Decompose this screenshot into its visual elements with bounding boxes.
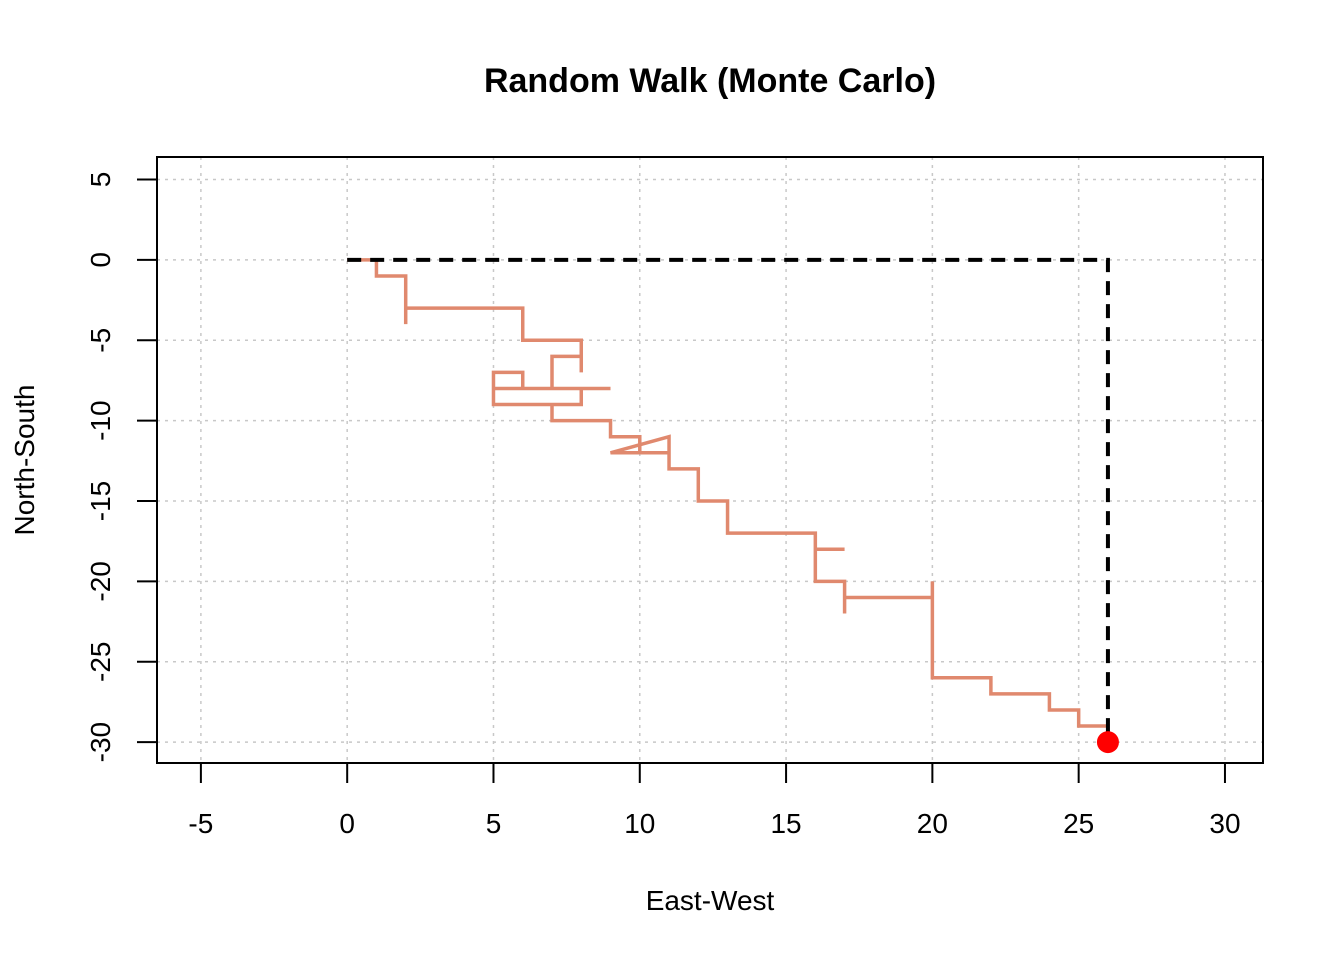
x-tick-label-6: 25: [1063, 808, 1094, 839]
y-tick-label-1: 0: [85, 252, 116, 268]
y-tick-label-7: -30: [85, 722, 116, 762]
x-tick-label-5: 20: [917, 808, 948, 839]
x-tick-label-1: 0: [339, 808, 355, 839]
chart-title: Random Walk (Monte Carlo): [484, 62, 936, 100]
series-layer: [347, 257, 1119, 754]
y-tick-label-5: -20: [85, 561, 116, 601]
x-tick-label-3: 10: [624, 808, 655, 839]
y-tick-label-3: -10: [85, 400, 116, 440]
series-line-1-dashed: [347, 257, 1110, 743]
x-tick-label-7: 30: [1209, 808, 1240, 839]
y-tick-label-0: 5: [85, 172, 116, 188]
x-axis-label: East-West: [646, 885, 775, 916]
endpoint-marker: [1096, 731, 1119, 754]
y-axis-label: North-South: [9, 385, 40, 536]
x-tick-label-0: -5: [188, 808, 213, 839]
grid-lines: [157, 157, 1263, 763]
y-tick-label-4: -15: [85, 481, 116, 521]
y-axis: 5 0 -5 -10 -15 -20 -25 -30: [85, 172, 157, 762]
series-line-0-solid: [347, 258, 1110, 743]
y-tick-label-2: -5: [85, 328, 116, 353]
plot-frame: [156, 156, 1264, 764]
x-tick-label-2: 5: [486, 808, 502, 839]
x-axis: -5 0 5 10 15 20 25 30: [188, 763, 1241, 839]
y-tick-label-6: -25: [85, 641, 116, 681]
x-tick-label-4: 15: [770, 808, 801, 839]
